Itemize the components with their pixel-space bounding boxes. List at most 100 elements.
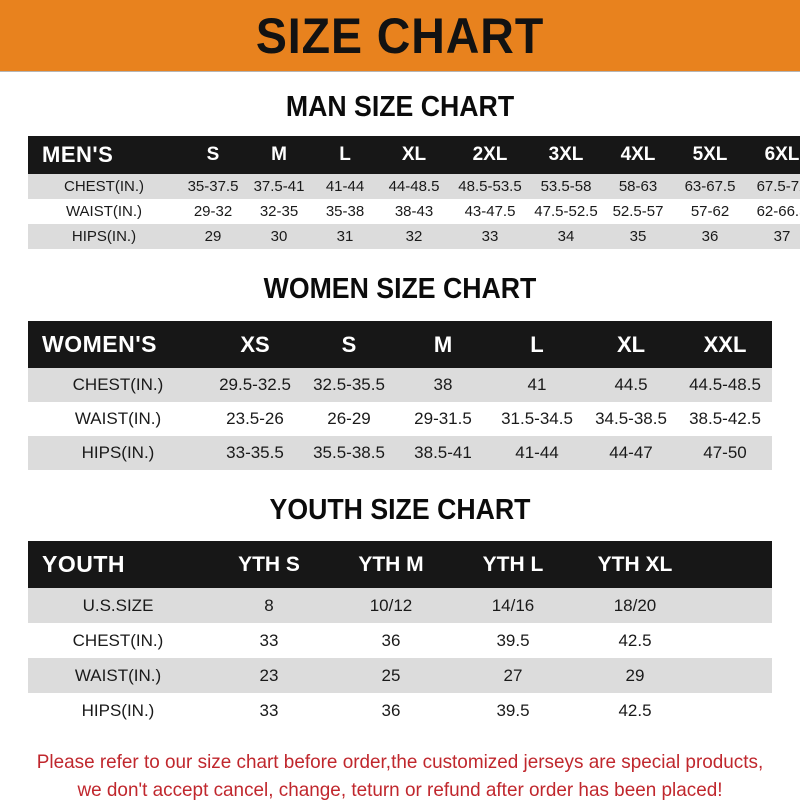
youth-col-header: YTH XL <box>597 552 673 576</box>
youth-row-label: WAIST(IN.) <box>74 665 162 685</box>
women-cell: 26-29 <box>327 409 371 428</box>
table-header-row: MEN'S S M L XL 2XL 3XL 4XL 5XL 6XL <box>28 136 800 174</box>
man-cell: 34 <box>557 228 575 245</box>
youth-cell-empty <box>696 623 772 658</box>
man-cell: 31 <box>336 228 354 245</box>
youth-row-label: HIPS(IN.) <box>81 700 155 720</box>
women-corner-label: WOMEN'S <box>42 331 158 357</box>
women-cell: 34.5-38.5 <box>595 409 667 428</box>
women-col-header: M <box>433 331 453 357</box>
women-col-header: L <box>530 331 544 357</box>
table-row: WAIST(IN.) 23 25 27 29 <box>28 658 772 693</box>
women-cell: 41 <box>527 375 547 394</box>
man-cell: 52.5-57 <box>612 203 664 220</box>
man-cell: 33 <box>481 228 499 245</box>
youth-row-label: CHEST(IN.) <box>72 630 164 650</box>
man-col-header: 2XL <box>472 144 508 165</box>
man-cell: 29-32 <box>193 203 233 220</box>
man-size-table: MEN'S S M L XL 2XL 3XL 4XL 5XL 6XL CHEST… <box>28 136 800 249</box>
women-cell: 38.5-42.5 <box>689 409 761 428</box>
women-cell: 35.5-38.5 <box>313 443 385 462</box>
table-row: U.S.SIZE 8 10/12 14/16 18/20 <box>28 588 772 623</box>
footer-disclaimer: Please refer to our size chart before or… <box>31 728 768 805</box>
man-cell: 37 <box>773 228 791 245</box>
women-cell: 33-35.5 <box>226 443 284 462</box>
youth-row-label: U.S.SIZE <box>82 595 154 615</box>
table-header-row: WOMEN'S XS S M L XL XXL <box>28 321 772 368</box>
man-col-header: S <box>206 144 220 165</box>
youth-col-header: YTH L <box>482 552 544 576</box>
man-cell: 63-67.5 <box>684 178 736 195</box>
women-col-header: XL <box>616 331 646 357</box>
youth-col-header-empty <box>696 541 772 588</box>
table-row: WAIST(IN.) 29-32 32-35 35-38 38-43 43-47… <box>28 199 800 224</box>
man-cell: 30 <box>270 228 288 245</box>
women-row-label: CHEST(IN.) <box>72 375 164 394</box>
table-row: HIPS(IN.) 33-35.5 35.5-38.5 38.5-41 41-4… <box>28 436 772 470</box>
table-row: CHEST(IN.) 29.5-32.5 32.5-35.5 38 41 44.… <box>28 368 772 402</box>
women-cell: 44-47 <box>609 443 653 462</box>
man-cell: 67.5-72 <box>756 178 800 195</box>
man-col-header: 6XL <box>764 144 800 165</box>
youth-cell: 18/20 <box>613 595 657 615</box>
table-row: HIPS(IN.) 29 30 31 32 33 34 35 36 37 <box>28 224 800 249</box>
youth-cell: 36 <box>381 630 401 650</box>
youth-cell: 36 <box>381 700 401 720</box>
youth-cell: 42.5 <box>618 630 652 650</box>
youth-cell: 8 <box>264 595 274 615</box>
women-cell: 29-31.5 <box>414 409 472 428</box>
youth-cell: 14/16 <box>491 595 535 615</box>
man-cell: 29 <box>204 228 222 245</box>
youth-cell: 33 <box>259 630 279 650</box>
man-cell: 32-35 <box>259 203 299 220</box>
man-col-header: 5XL <box>692 144 728 165</box>
women-cell: 32.5-35.5 <box>313 375 385 394</box>
youth-cell-empty <box>696 693 772 728</box>
youth-size-table: YOUTH YTH S YTH M YTH L YTH XL U.S.SIZE … <box>28 541 772 728</box>
women-cell: 44.5 <box>614 375 648 394</box>
table-row: WAIST(IN.) 23.5-26 26-29 29-31.5 31.5-34… <box>28 402 772 436</box>
youth-cell: 39.5 <box>496 700 530 720</box>
page-title: SIZE CHART <box>255 7 545 64</box>
man-col-header: XL <box>401 144 427 165</box>
man-col-header: L <box>339 144 351 165</box>
youth-col-header: YTH S <box>238 552 300 576</box>
women-cell: 38 <box>433 375 453 394</box>
man-cell: 47.5-52.5 <box>534 203 598 220</box>
women-col-header: XXL <box>703 331 747 357</box>
youth-corner-label: YOUTH <box>42 551 125 577</box>
youth-cell-empty <box>696 658 772 693</box>
youth-cell: 27 <box>503 665 523 685</box>
youth-size-table-wrapper: YOUTH YTH S YTH M YTH L YTH XL U.S.SIZE … <box>28 541 772 728</box>
youth-cell: 10/12 <box>369 595 413 615</box>
women-size-table: WOMEN'S XS S M L XL XXL CHEST(IN.) 29.5-… <box>28 321 772 470</box>
women-cell: 31.5-34.5 <box>501 409 573 428</box>
table-row: CHEST(IN.) 33 36 39.5 42.5 <box>28 623 772 658</box>
youth-col-header: YTH M <box>358 552 424 576</box>
women-row-label: HIPS(IN.) <box>81 443 155 462</box>
youth-cell-empty <box>696 588 772 623</box>
man-row-label: HIPS(IN.) <box>71 228 137 245</box>
table-row: CHEST(IN.) 35-37.5 37.5-41 41-44 44-48.5… <box>28 174 800 199</box>
man-col-header: M <box>271 144 287 165</box>
man-col-header: 4XL <box>620 144 656 165</box>
man-cell: 58-63 <box>618 178 658 195</box>
man-cell: 35-37.5 <box>187 178 239 195</box>
man-row-label: WAIST(IN.) <box>65 203 143 220</box>
youth-section-heading: YOUTH SIZE CHART <box>269 494 531 526</box>
man-cell: 35 <box>629 228 647 245</box>
table-row: HIPS(IN.) 33 36 39.5 42.5 <box>28 693 772 728</box>
youth-cell: 23 <box>259 665 279 685</box>
man-cell: 32 <box>405 228 423 245</box>
footer-line-2: we don't accept cancel, change, teturn o… <box>77 779 723 802</box>
man-cell: 36 <box>701 228 719 245</box>
man-col-header: 3XL <box>548 144 584 165</box>
page-banner: SIZE CHART <box>0 0 800 72</box>
youth-cell: 25 <box>381 665 401 685</box>
women-cell: 38.5-41 <box>414 443 472 462</box>
women-row-label: WAIST(IN.) <box>74 409 162 428</box>
women-cell: 29.5-32.5 <box>219 375 291 394</box>
women-cell: 47-50 <box>703 443 747 462</box>
women-size-table-wrapper: WOMEN'S XS S M L XL XXL CHEST(IN.) 29.5-… <box>28 321 772 470</box>
